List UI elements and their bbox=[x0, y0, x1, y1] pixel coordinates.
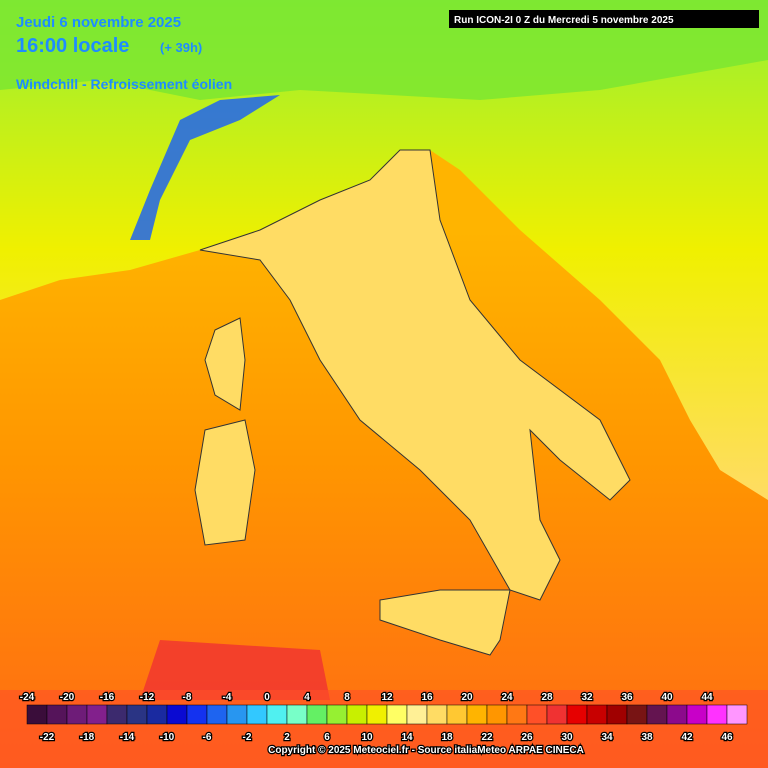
legend-swatch bbox=[86, 704, 108, 725]
legend-label: -4 bbox=[223, 692, 232, 703]
africa-coast bbox=[140, 640, 330, 700]
legend-label: 2 bbox=[284, 732, 290, 743]
legend-swatch bbox=[226, 704, 248, 725]
run-box bbox=[449, 10, 759, 28]
legend-swatch bbox=[426, 704, 448, 725]
legend-swatch bbox=[106, 704, 128, 725]
legend-label: 44 bbox=[701, 692, 713, 703]
legend-swatch bbox=[706, 704, 728, 725]
legend-label: 6 bbox=[324, 732, 330, 743]
legend-label: -6 bbox=[203, 732, 212, 743]
legend-label: -2 bbox=[243, 732, 252, 743]
lead: (+ 39h) bbox=[160, 40, 202, 55]
legend-label: -14 bbox=[120, 732, 135, 743]
legend-swatch bbox=[386, 704, 408, 725]
legend-label: -8 bbox=[183, 692, 192, 703]
legend-swatch bbox=[626, 704, 648, 725]
legend-swatch bbox=[666, 704, 688, 725]
copyright: Copyright © 2025 Meteociel.fr - Source i… bbox=[268, 745, 584, 756]
legend-label: 18 bbox=[441, 732, 453, 743]
legend-label: 20 bbox=[461, 692, 473, 703]
legend-swatch bbox=[546, 704, 568, 725]
legend-label: 28 bbox=[541, 692, 553, 703]
run: Run ICON-2I 0 Z du Mercredi 5 novembre 2… bbox=[454, 15, 674, 26]
legend-swatch bbox=[726, 704, 748, 725]
legend-label: 30 bbox=[561, 732, 573, 743]
legend-label: 10 bbox=[361, 732, 373, 743]
legend-label: 26 bbox=[521, 732, 533, 743]
legend-label: 36 bbox=[621, 692, 633, 703]
legend-swatch bbox=[46, 704, 68, 725]
legend-swatch bbox=[206, 704, 228, 725]
legend-swatch bbox=[486, 704, 508, 725]
legend-swatch bbox=[506, 704, 528, 725]
legend-swatch bbox=[186, 704, 208, 725]
legend-swatch bbox=[66, 704, 88, 725]
legend-label: 24 bbox=[501, 692, 513, 703]
legend-swatch bbox=[286, 704, 308, 725]
italy bbox=[199, 149, 631, 601]
legend-label: 38 bbox=[641, 732, 653, 743]
legend-swatch bbox=[586, 704, 608, 725]
legend-label: 46 bbox=[721, 732, 733, 743]
legend-swatch bbox=[346, 704, 368, 725]
legend-label: 34 bbox=[601, 732, 613, 743]
legend-swatch bbox=[166, 704, 188, 725]
legend-swatch bbox=[246, 704, 268, 725]
bottom-band bbox=[0, 690, 768, 768]
legend-label: -16 bbox=[100, 692, 115, 703]
legend-label: 12 bbox=[381, 692, 393, 703]
legend-label: -24 bbox=[20, 692, 35, 703]
legend-swatch bbox=[686, 704, 708, 725]
legend-swatch bbox=[526, 704, 548, 725]
legend-swatch bbox=[26, 704, 48, 725]
sardinia bbox=[194, 419, 256, 546]
legend-label: 32 bbox=[581, 692, 593, 703]
legend-swatch bbox=[566, 704, 588, 725]
legend-label: -22 bbox=[40, 732, 55, 743]
legend-swatch bbox=[606, 704, 628, 725]
legend-label: 22 bbox=[481, 732, 493, 743]
legend-swatch bbox=[366, 704, 388, 725]
legend-label: 40 bbox=[661, 692, 673, 703]
legend-label: 0 bbox=[264, 692, 270, 703]
legend-label: 42 bbox=[681, 732, 693, 743]
legend-label: 8 bbox=[344, 692, 350, 703]
legend-label: 4 bbox=[304, 692, 310, 703]
legend-swatch bbox=[466, 704, 488, 725]
legend-label: 14 bbox=[401, 732, 413, 743]
corsica bbox=[204, 317, 246, 411]
legend-swatch bbox=[146, 704, 168, 725]
date: Jeudi 6 novembre 2025 bbox=[16, 14, 181, 31]
variable: Windchill - Refroissement éolien bbox=[16, 76, 232, 92]
legend-label: -12 bbox=[140, 692, 155, 703]
time: 16:00 locale bbox=[16, 35, 129, 57]
legend-swatch bbox=[446, 704, 468, 725]
legend-swatch bbox=[306, 704, 328, 725]
legend-swatch bbox=[266, 704, 288, 725]
legend-swatch bbox=[126, 704, 148, 725]
legend-swatch bbox=[646, 704, 668, 725]
sicily bbox=[379, 589, 511, 656]
legend-label: 16 bbox=[421, 692, 433, 703]
legend-swatch bbox=[406, 704, 428, 725]
legend-label: -20 bbox=[60, 692, 75, 703]
legend-label: -10 bbox=[160, 732, 175, 743]
alps bbox=[130, 95, 280, 240]
legend-swatch bbox=[326, 704, 348, 725]
legend-label: -18 bbox=[80, 732, 95, 743]
